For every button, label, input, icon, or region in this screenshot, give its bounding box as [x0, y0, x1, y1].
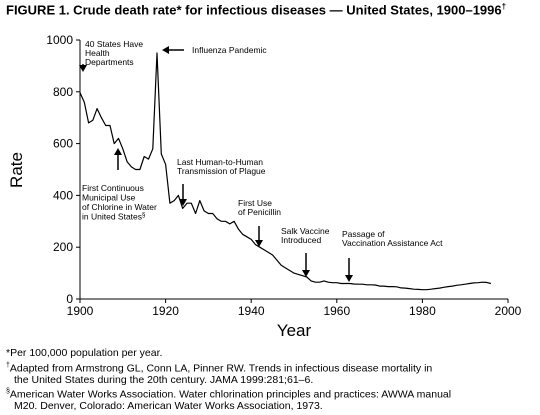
y-tick-label-0: 0: [66, 292, 73, 306]
annotation-6-line-0: Passage of: [342, 229, 385, 239]
annotation-2-mark: §: [142, 213, 145, 219]
annotation-3-line-0: Last Human-to-Human: [177, 157, 263, 167]
series-line-0: [79, 52, 492, 291]
annotation-2-line-1: Municipal Use: [82, 193, 136, 203]
chart-ticks: 1900 1920 1940 1960 1980 2000 0 200 400 600 800 100…: [46, 33, 521, 318]
chart-series: [79, 52, 492, 291]
x-tick-label-1960: 1960: [323, 304, 350, 318]
annotation-3: Last Human-to-Human Transmission of Plagu…: [177, 157, 266, 176]
x-tick-label-2000: 2000: [495, 304, 522, 318]
y-axis-label: Rate: [7, 152, 26, 188]
death-rate-chart: 1900 1920 1940 1960 1980 2000 0 200 400 600 800 100…: [7, 33, 522, 340]
figure-title-mark: †: [501, 2, 507, 11]
x-tick-label-1940: 1940: [238, 304, 265, 318]
annotation-3-line-1: Transmission of Plague: [177, 166, 266, 176]
annotation-1: Influenza Pandemic: [192, 45, 267, 55]
annotation-2-line-2: of Chlorine in Water: [82, 202, 157, 212]
footnote-3-line2: M20. Denver, Colorado: American Water Wo…: [14, 400, 323, 412]
annotation-1-arrow-head: [162, 46, 169, 54]
annotation-0: 40 States Have Health Departments: [85, 39, 143, 67]
footnote-2-line2: the United States during the 20th centur…: [14, 373, 314, 386]
annotation-0-line-2: Departments: [85, 57, 134, 67]
y-tick-label-400: 400: [53, 188, 73, 202]
footnote-2-line1: Adapted from Armstrong GL, Conn LA, Pinn…: [9, 362, 433, 374]
annotation-5-arrow-head: [302, 270, 310, 277]
x-tick-label-1980: 1980: [409, 304, 436, 318]
x-tick-label-1920: 1920: [152, 304, 179, 318]
annotation-0-line-1: Health: [85, 48, 110, 58]
annotation-5-line-1: Introduced: [281, 235, 321, 245]
x-axis-label: Year: [277, 321, 312, 340]
chart-axes: [79, 40, 508, 300]
annotation-5-line-0: Salk Vaccine: [281, 226, 330, 236]
annotation-2: First Continuous Municipal Use of Chlorine…: [82, 183, 157, 222]
y-tick-label-1000: 1000: [46, 33, 73, 47]
annotation-6: Passage of Vaccination Assistance Act: [342, 229, 443, 248]
annotation-0-line-0: 40 States Have: [85, 39, 143, 49]
footnote-3-line1: American Water Works Association. Water …: [9, 388, 452, 401]
annotation-5: Salk Vaccine Introduced: [281, 226, 330, 245]
y-tick-label-200: 200: [53, 240, 73, 254]
footnote-3-mark: §: [6, 388, 10, 395]
chart-annotations: 40 States Have Health Departments Influenza…: [79, 39, 443, 282]
annotation-2-line-0: First Continuous: [82, 183, 144, 193]
footnote-2-mark: †: [6, 361, 10, 369]
annotation-4-line-1: of Penicillin: [238, 207, 281, 217]
y-tick-label-800: 800: [53, 85, 73, 99]
annotation-2-arrow-head: [114, 148, 122, 155]
annotation-2-line-3: in United States: [82, 212, 142, 222]
y-tick-label-600: 600: [53, 137, 73, 151]
figure-title-text: FIGURE 1. Crude death rate* for infectio…: [6, 2, 502, 18]
footnote-2: †Adapted from Armstrong GL, Conn LA, Pin…: [6, 360, 534, 375]
annotation-4: First Use of Penicillin: [238, 198, 281, 217]
annotation-1-line-0: Influenza Pandemic: [192, 45, 267, 55]
annotation-4-line-0: First Use: [238, 198, 272, 208]
annotation-6-arrow-head: [345, 275, 353, 282]
footnotes: *Per 100,000 population per year. †Adapt…: [6, 347, 534, 413]
x-tick-label-1900: 1900: [67, 304, 94, 318]
annotation-4-arrow-head: [255, 240, 263, 247]
footnote-1: *Per 100,000 population per year.: [6, 347, 163, 359]
footnote-3: §American Water Works Association. Water…: [6, 386, 534, 401]
figure-title: FIGURE 1. Crude death rate* for infectio…: [6, 2, 506, 17]
annotation-6-line-1: Vaccination Assistance Act: [342, 238, 443, 248]
annotation-0-arrow-head: [79, 65, 87, 72]
annotation-3-arrow-head: [179, 199, 187, 206]
